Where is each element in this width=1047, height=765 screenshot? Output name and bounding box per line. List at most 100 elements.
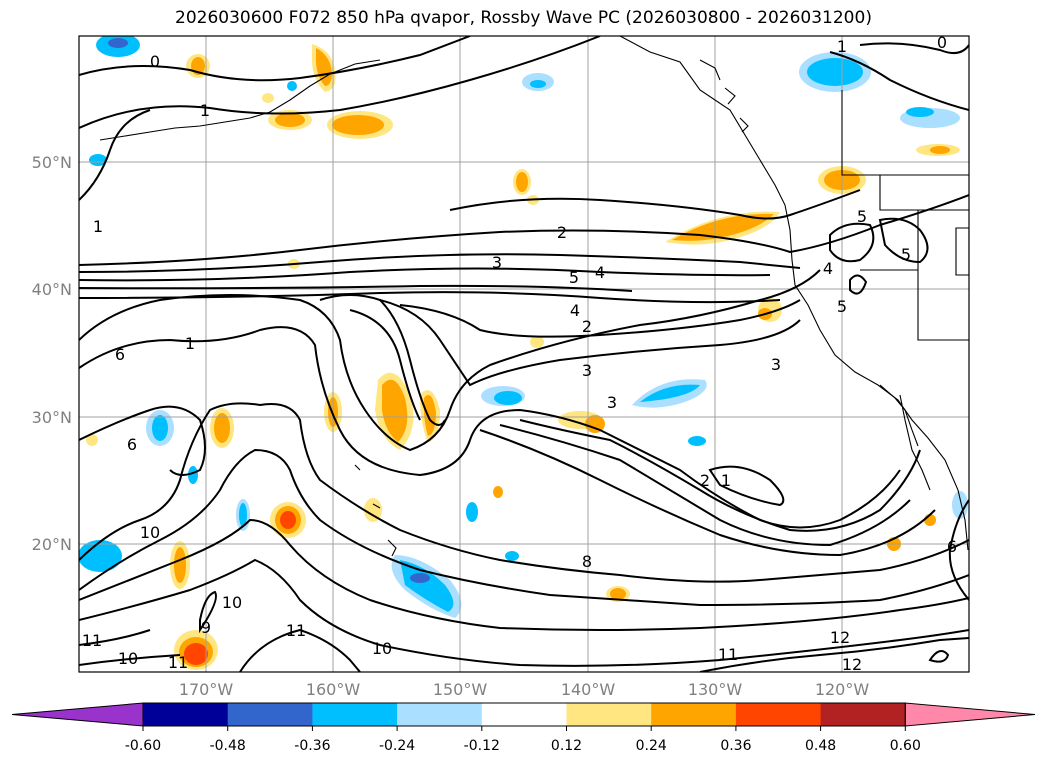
- positive-anomaly-patch: [493, 486, 503, 498]
- negative-anomaly-patch: [807, 58, 863, 86]
- contour-label: 4: [823, 259, 833, 278]
- coastlines: [99, 36, 969, 557]
- colorbar-segment: [397, 703, 483, 726]
- colorbar-tick-label: -0.36: [294, 738, 330, 754]
- contour-label: 11: [718, 645, 738, 664]
- contour-line: [79, 194, 969, 266]
- contour-line: [79, 267, 771, 282]
- positive-anomaly-patch: [382, 379, 408, 442]
- negative-anomaly-patch: [188, 466, 198, 484]
- lat-label: 30°N: [32, 408, 72, 427]
- lat-label: 40°N: [32, 280, 72, 299]
- contour-line: [79, 253, 801, 273]
- negative-anomaly-patch: [505, 551, 519, 561]
- map-border: [78, 35, 970, 673]
- hawaiian-islands: [354, 464, 397, 557]
- contour-line: [319, 294, 446, 426]
- contour-label: 0: [937, 33, 947, 52]
- lon-label: 120°W: [815, 680, 870, 699]
- positive-anomaly-core: [184, 643, 208, 665]
- negative-anomaly-patch: [287, 81, 297, 91]
- contour-line: [79, 109, 151, 201]
- positive-anomaly-patch: [364, 498, 382, 522]
- negative-anomaly-patch: [239, 503, 247, 527]
- contour-line: [499, 424, 911, 547]
- contour-labels: 0 0 1 1 1 1 1 2 2 2 3 3 3 3 4 4 4 5 5 5 …: [82, 33, 957, 672]
- contour-label: 6: [127, 435, 137, 454]
- political-borders: [841, 90, 969, 341]
- north-america-coastline: [619, 36, 969, 551]
- contour-label: 5: [569, 268, 579, 287]
- colorbar-segment: [143, 703, 229, 726]
- contour-label: 3: [492, 253, 502, 272]
- negative-anomaly-patch: [688, 436, 706, 446]
- contour-label: 3: [771, 355, 781, 374]
- contour-line: [79, 284, 633, 292]
- contour-line: [79, 628, 361, 672]
- contour-line: [948, 499, 969, 601]
- contour-line: [449, 189, 861, 220]
- colorbar-segment: [227, 703, 313, 726]
- contour-label: 11: [286, 621, 306, 640]
- contour-label: 8: [582, 552, 592, 571]
- lon-label: 150°W: [433, 680, 488, 699]
- graticule: [79, 36, 969, 672]
- contour-label: 5: [901, 245, 911, 264]
- positive-anomaly-patch: [530, 336, 544, 348]
- negative-anomaly-patch: [79, 540, 122, 572]
- positive-anomaly-patch: [516, 172, 528, 192]
- negative-anomaly-patch: [400, 560, 454, 612]
- positive-anomaly-patch: [86, 434, 98, 446]
- contour-label: 2: [582, 317, 592, 336]
- contour-line: [829, 222, 875, 295]
- negative-anomaly-patch: [89, 154, 107, 166]
- colorbar-segment: [566, 703, 652, 726]
- contour-line: [379, 299, 801, 387]
- colorbar-segment: [481, 703, 567, 726]
- contour-label: 4: [595, 263, 605, 282]
- negative-anomaly-patch: [952, 491, 968, 519]
- contour-lines: [79, 36, 969, 672]
- colorbar-extend-min: [11, 702, 144, 727]
- contour-label: 10: [222, 593, 242, 612]
- alaska-panhandle-islands: [699, 59, 749, 133]
- map-title: 2026030600 F072 850 hPa qvapor, Rossby W…: [175, 8, 872, 28]
- contour-label: 4: [570, 301, 580, 320]
- contour-line: [699, 637, 969, 672]
- lon-label: 160°W: [306, 680, 361, 699]
- positive-anomaly-patch: [610, 588, 626, 600]
- colorbar-tick-label: -0.12: [464, 738, 500, 754]
- colorbar-outline: [142, 702, 906, 727]
- lat-label: 20°N: [32, 535, 72, 554]
- contour-line: [79, 558, 969, 667]
- contour-label: 1: [93, 217, 103, 236]
- contour-line: [878, 217, 929, 264]
- contour-label: 1: [721, 471, 731, 490]
- contour-line: [79, 405, 206, 476]
- lon-label: 170°W: [179, 680, 234, 699]
- positive-anomaly-patch: [585, 415, 605, 433]
- contour-label: 1: [200, 101, 210, 120]
- colorbar-segment: [820, 703, 906, 726]
- contour-line: [79, 36, 601, 129]
- contour-label: 0: [150, 52, 160, 71]
- contour-line: [79, 590, 217, 646]
- colorbar-tick-label: -0.60: [125, 738, 161, 754]
- contour-label: 3: [607, 393, 617, 412]
- contour-line: [79, 291, 781, 304]
- contour-label: 6: [947, 537, 957, 556]
- colorbar-tick-label: 0.48: [805, 738, 836, 754]
- negative-anomaly-core: [108, 38, 128, 48]
- map-content: 0 0 1 1 1 1 1 2 2 2 3 3 3 3 4 4 4 5 5 5 …: [79, 33, 969, 672]
- positive-anomaly-patch: [214, 413, 230, 443]
- colorbar-tick-label: -0.24: [379, 738, 415, 754]
- negative-anomaly-patch: [640, 384, 700, 402]
- contour-label: 11: [168, 653, 188, 672]
- contour-label: 5: [857, 207, 867, 226]
- negative-anomaly-patch: [906, 107, 934, 117]
- contour-line: [349, 309, 421, 421]
- positive-anomaly-patch: [262, 93, 274, 103]
- contour-label: 3: [582, 361, 592, 380]
- contour-line: [79, 402, 969, 583]
